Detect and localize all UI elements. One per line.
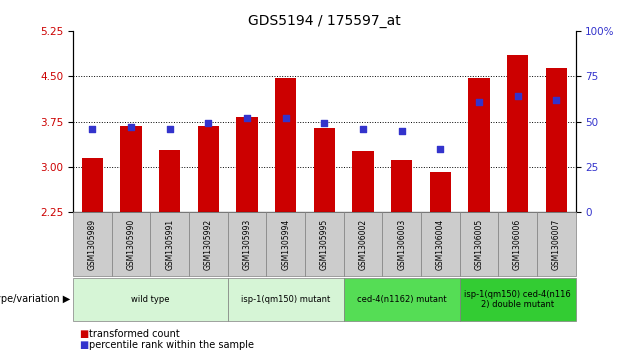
Point [474, 99, 484, 105]
Text: isp-1(qm150) ced-4(n116
2) double mutant: isp-1(qm150) ced-4(n116 2) double mutant [464, 290, 571, 309]
Text: ■: ■ [80, 329, 89, 339]
Point [319, 121, 329, 126]
Title: GDS5194 / 175597_at: GDS5194 / 175597_at [248, 15, 401, 28]
Text: GSM1305995: GSM1305995 [320, 219, 329, 270]
Point [551, 97, 562, 103]
Point [358, 126, 368, 132]
Text: GSM1306005: GSM1306005 [474, 219, 483, 270]
Bar [391, 160, 412, 212]
Point [435, 146, 445, 152]
Text: isp-1(qm150) mutant: isp-1(qm150) mutant [241, 295, 330, 304]
Text: GSM1305993: GSM1305993 [242, 219, 252, 270]
Bar [546, 68, 567, 212]
Text: ced-4(n1162) mutant: ced-4(n1162) mutant [357, 295, 446, 304]
Text: GSM1305989: GSM1305989 [88, 219, 97, 270]
Text: GSM1305994: GSM1305994 [281, 219, 290, 270]
Bar [275, 78, 296, 212]
Bar [198, 126, 219, 212]
Text: genotype/variation ▶: genotype/variation ▶ [0, 294, 70, 305]
Text: GSM1305992: GSM1305992 [204, 219, 213, 270]
Point [242, 115, 252, 121]
Point [280, 115, 291, 121]
Text: GSM1306006: GSM1306006 [513, 219, 522, 270]
Text: wild type: wild type [131, 295, 170, 304]
Point [126, 124, 136, 130]
Bar [120, 126, 142, 212]
Point [513, 93, 523, 99]
Bar [430, 172, 451, 212]
Point [165, 126, 175, 132]
Text: percentile rank within the sample: percentile rank within the sample [89, 340, 254, 350]
Point [87, 126, 97, 132]
Text: ■: ■ [80, 340, 89, 350]
Bar [237, 117, 258, 212]
Bar [507, 55, 529, 212]
Text: GSM1306004: GSM1306004 [436, 219, 445, 270]
Point [204, 121, 214, 126]
Text: GSM1305991: GSM1305991 [165, 219, 174, 270]
Bar [468, 78, 490, 212]
Point [397, 128, 407, 134]
Bar [352, 151, 373, 212]
Bar [82, 158, 103, 212]
Text: GSM1306003: GSM1306003 [397, 219, 406, 270]
Bar [159, 150, 181, 212]
Text: GSM1306002: GSM1306002 [359, 219, 368, 270]
Text: GSM1305990: GSM1305990 [127, 219, 135, 270]
Bar [314, 128, 335, 212]
Text: transformed count: transformed count [89, 329, 180, 339]
Text: GSM1306007: GSM1306007 [552, 219, 561, 270]
